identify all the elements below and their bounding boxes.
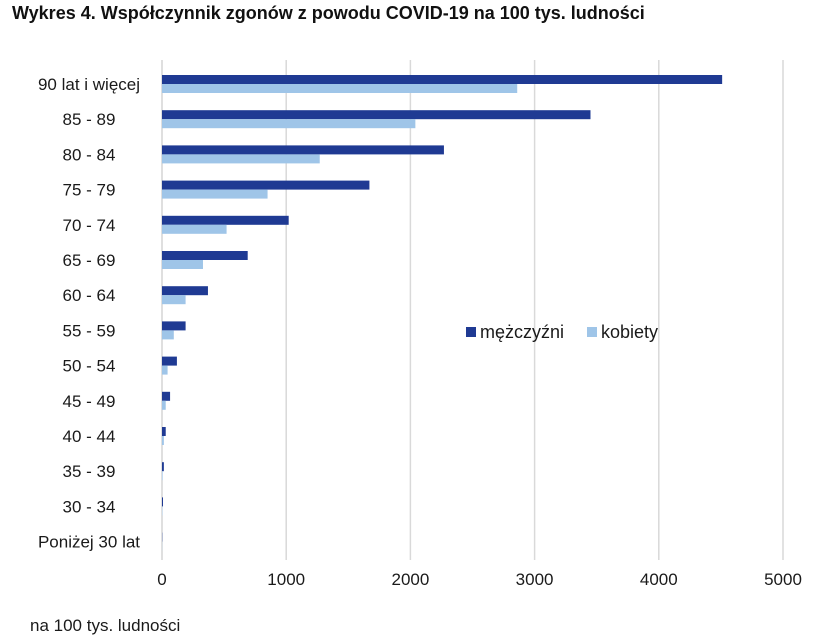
bar-women [162, 295, 186, 305]
bar-women [162, 471, 163, 481]
bar-men [162, 110, 591, 120]
category-label: 70 - 74 [63, 216, 116, 235]
legend-swatch-women [587, 327, 597, 337]
category-label: 50 - 54 [63, 357, 116, 376]
bar-women [162, 330, 174, 340]
legend-label-men: mężczyźni [480, 322, 564, 342]
bar-women [162, 84, 518, 93]
category-label: 45 - 49 [63, 392, 116, 411]
category-label: 55 - 59 [63, 321, 116, 340]
bar-men [162, 391, 171, 401]
bar-women [162, 436, 164, 445]
bar-men [162, 145, 444, 155]
bar-men [162, 321, 186, 331]
category-label: 60 - 64 [63, 286, 116, 305]
bar-men [162, 180, 370, 190]
x-tick-label: 2000 [391, 570, 429, 589]
bar-women [162, 224, 227, 234]
bar-women [162, 189, 268, 199]
bar-women [162, 154, 320, 164]
bar-women [162, 365, 168, 375]
x-tick-label: 4000 [640, 570, 678, 589]
bar-women [162, 260, 203, 269]
legend-swatch-men [466, 327, 476, 337]
category-label: 75 - 79 [63, 181, 116, 200]
category-label: 65 - 69 [63, 251, 116, 270]
category-label: 90 lat i więcej [38, 75, 140, 94]
legend-label-women: kobiety [601, 322, 658, 342]
legend: mężczyźni kobiety [466, 322, 658, 342]
category-label: 80 - 84 [63, 145, 116, 164]
bar-men [162, 75, 723, 84]
bar-men [162, 286, 208, 296]
bar-men [162, 462, 164, 472]
category-label: 30 - 34 [63, 497, 116, 516]
category-label: 85 - 89 [63, 110, 116, 129]
chart-title: Wykres 4. Współczynnik zgonów z powodu C… [12, 3, 645, 23]
x-tick-label: 5000 [764, 570, 802, 589]
x-axis-label: na 100 tys. ludności [30, 616, 181, 635]
bar-women [162, 119, 416, 129]
bar-men [162, 251, 248, 260]
bar-men [162, 215, 289, 225]
category-label: 40 - 44 [63, 427, 116, 446]
category-label: 35 - 39 [63, 462, 116, 481]
bar-men [162, 427, 166, 436]
bar-men [162, 356, 177, 366]
x-tick-label: 3000 [516, 570, 554, 589]
x-tick-label: 1000 [267, 570, 305, 589]
bar-men [162, 497, 163, 507]
x-tick-label: 0 [157, 570, 166, 589]
category-label: Poniżej 30 lat [38, 533, 140, 552]
bar-women [162, 400, 166, 410]
